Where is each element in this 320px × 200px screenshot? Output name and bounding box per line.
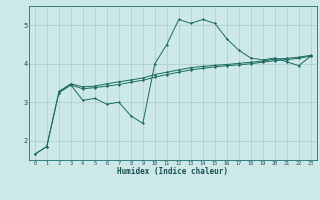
X-axis label: Humidex (Indice chaleur): Humidex (Indice chaleur) bbox=[117, 167, 228, 176]
